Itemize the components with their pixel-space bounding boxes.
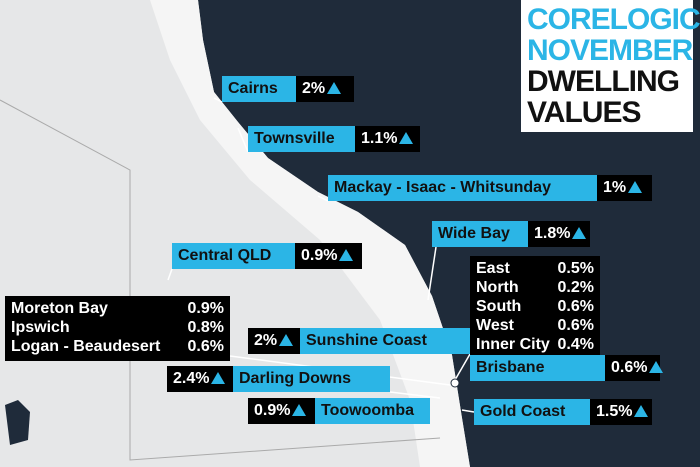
region-name: Sunshine Coast [300, 328, 470, 354]
row-change: 0.9% [187, 300, 224, 317]
moreton-table: Moreton Bay 0.9% Ipswich 0.8% Logan - Beaude… [5, 296, 230, 361]
table-row: Moreton Bay 0.9% [11, 299, 224, 318]
title-line: DWELLING [527, 65, 680, 98]
region-name: Townsville [248, 126, 355, 152]
region-change: 1% [597, 175, 652, 201]
row-name: Moreton Bay [11, 300, 108, 317]
region-change: 0.6% [605, 355, 660, 381]
row-change: 0.2% [557, 279, 594, 296]
row-name: South [476, 298, 522, 315]
row-change: 0.6% [557, 298, 594, 315]
region-name: Brisbane [470, 355, 605, 381]
region-change: 1.5% [590, 399, 652, 425]
table-row: Logan - Beaudesert 0.6% [11, 337, 224, 356]
region-name: Central QLD [172, 243, 295, 269]
title-box: CORELOGIC NOVEMBER DWELLING VALUES [521, 0, 700, 132]
row-name: Ipswich [11, 319, 70, 336]
row-name: West [476, 317, 514, 334]
row-change: 0.5% [557, 260, 594, 277]
region-name: Toowoomba [315, 398, 430, 424]
brisbane-table: East 0.5% North 0.2% South 0.6% West 0.6% Inner … [470, 256, 600, 355]
table-row: Inner City 0.4% [476, 335, 594, 354]
row-name: Inner City [476, 336, 550, 353]
table-row: East 0.5% [476, 259, 594, 278]
region-change: 2% [296, 76, 354, 102]
region-change: 0.9% [295, 243, 362, 269]
region-change: 2% [248, 328, 300, 354]
region-name: Wide Bay [432, 221, 528, 247]
row-change: 0.6% [557, 317, 594, 334]
title-line: NOVEMBER [527, 34, 693, 67]
row-change: 0.4% [557, 336, 594, 353]
row-name: North [476, 279, 519, 296]
row-change: 0.6% [187, 338, 224, 355]
region-name: Darling Downs [233, 366, 390, 392]
table-row: South 0.6% [476, 297, 594, 316]
region-change: 1.8% [528, 221, 590, 247]
table-row: North 0.2% [476, 278, 594, 297]
row-name: Logan - Beaudesert [11, 338, 161, 355]
row-name: East [476, 260, 510, 277]
title-line: VALUES [527, 96, 641, 129]
title-line: CORELOGIC [527, 3, 700, 36]
table-row: Ipswich 0.8% [11, 318, 224, 337]
region-change: 1.1% [355, 126, 420, 152]
row-change: 0.8% [187, 319, 224, 336]
region-name: Mackay - Isaac - Whitsunday [328, 175, 597, 201]
region-change: 0.9% [248, 398, 315, 424]
region-name: Cairns [222, 76, 296, 102]
table-row: West 0.6% [476, 316, 594, 335]
region-name: Gold Coast [474, 399, 590, 425]
region-change: 2.4% [167, 366, 233, 392]
